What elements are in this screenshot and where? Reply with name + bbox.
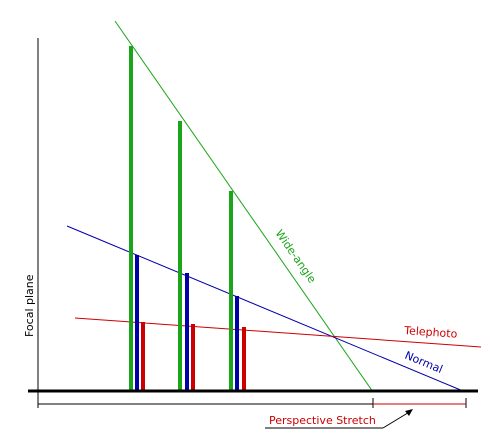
normal-bar-1 [135, 255, 139, 391]
normal-label: Normal [403, 349, 445, 376]
wide-angle-bar-3 [229, 191, 233, 391]
telephoto-bar-3 [242, 327, 246, 391]
telephoto-label: Telephoto [403, 324, 458, 341]
normal-bar-3 [235, 296, 239, 391]
stretch-arrow-shaft [382, 410, 412, 429]
stretch-arrow-head [405, 409, 413, 416]
telephoto-bar-2 [191, 324, 195, 391]
telephoto-bar-1 [141, 322, 145, 391]
focal-plane-label: Focal plane [23, 274, 36, 337]
normal-line [66, 225, 464, 392]
wide-angle-bar-1 [129, 46, 133, 391]
wide-angle-label: Wide-angle [273, 227, 319, 285]
perspective-stretch-label: Perspective Stretch [269, 414, 376, 427]
wide-angle-line [114, 20, 374, 393]
wide-angle-bar-2 [178, 121, 182, 391]
normal-bar-2 [185, 273, 189, 391]
